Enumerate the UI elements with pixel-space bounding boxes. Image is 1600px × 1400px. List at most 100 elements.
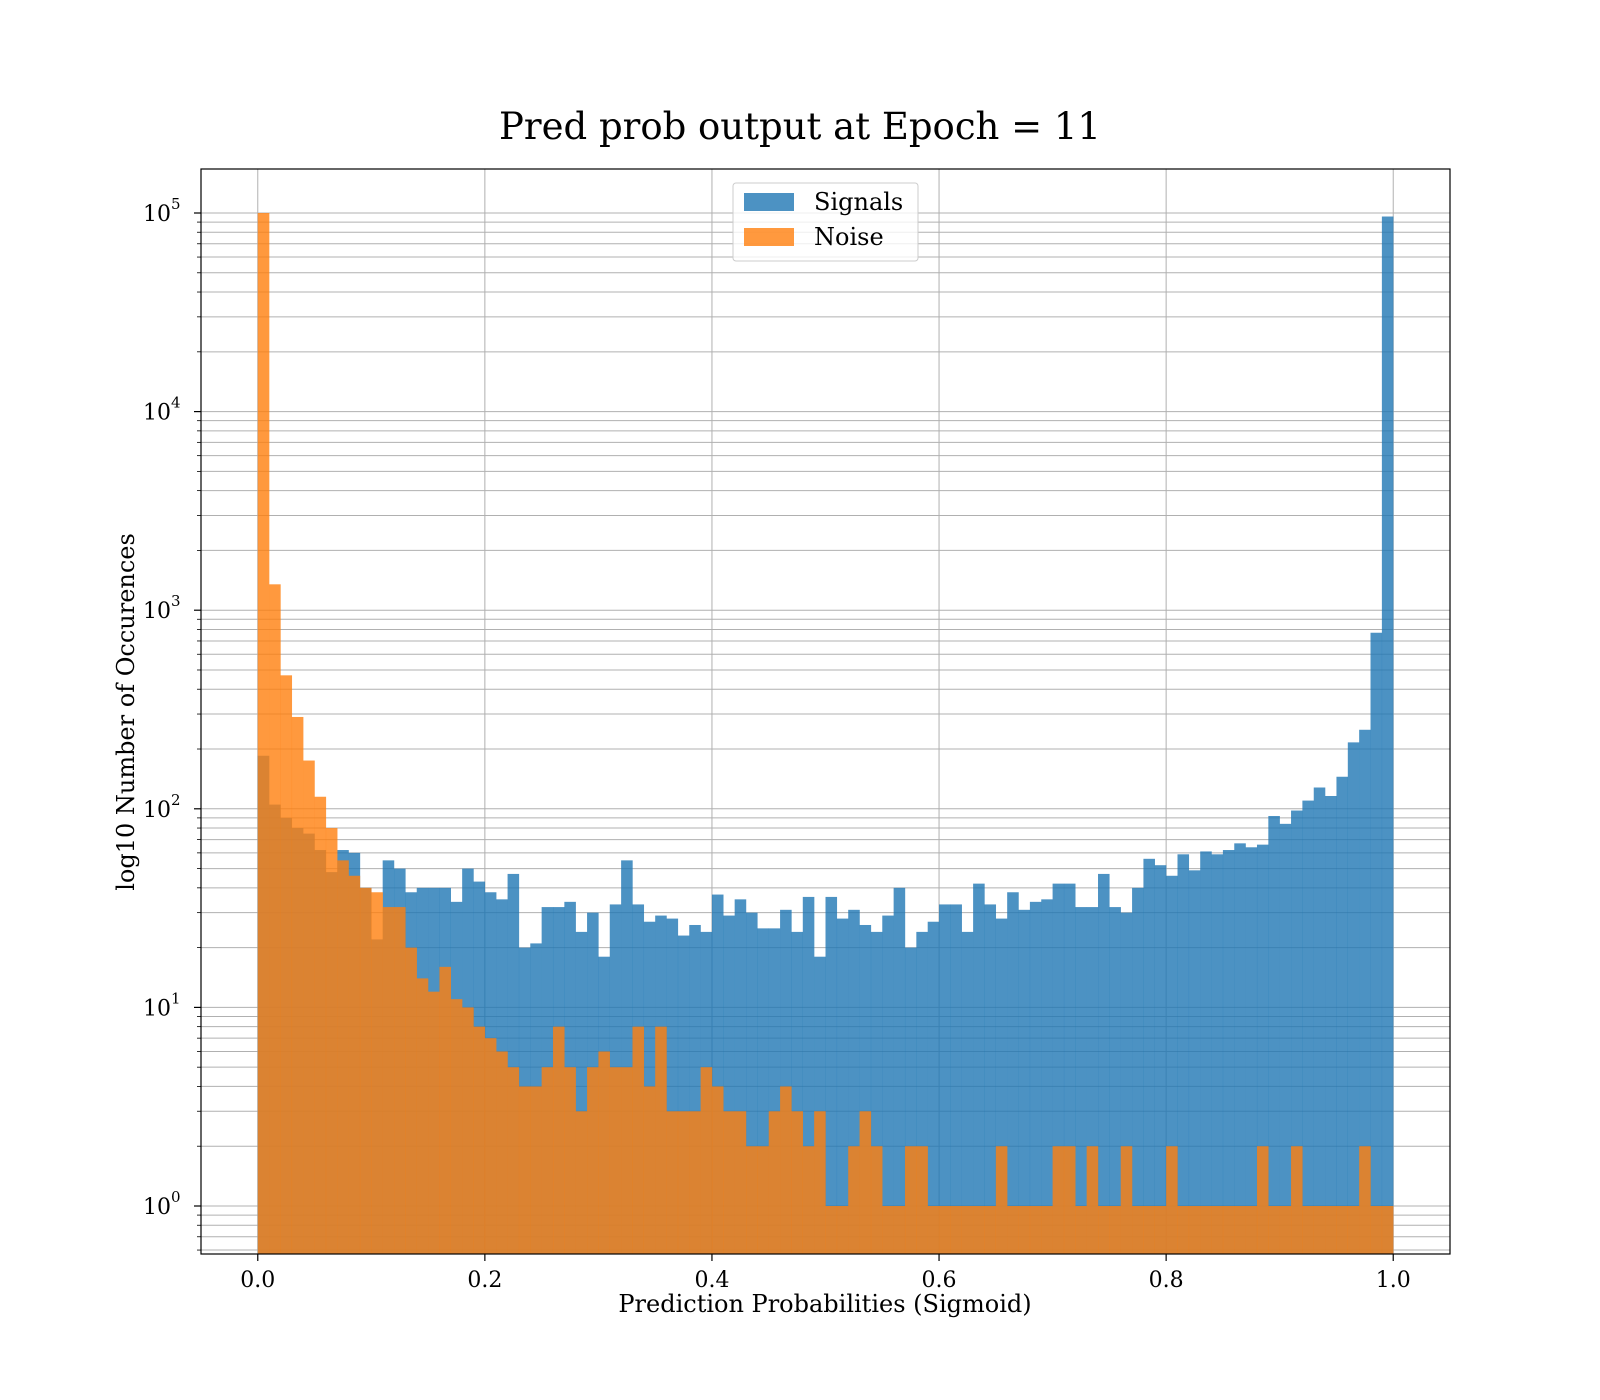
bar-signals bbox=[950, 904, 962, 1254]
bar-signals bbox=[723, 915, 735, 1254]
y-tick-exponent: 0 bbox=[171, 1188, 181, 1206]
bar-noise bbox=[939, 1206, 951, 1254]
bar-signals bbox=[1245, 847, 1258, 1254]
bar-signals bbox=[1029, 901, 1042, 1254]
bar-noise bbox=[950, 1206, 962, 1254]
bar-signals bbox=[916, 931, 928, 1254]
bar-noise bbox=[1381, 1206, 1394, 1254]
bar-signals bbox=[939, 904, 951, 1254]
bar-signals bbox=[1018, 909, 1031, 1254]
bar-noise bbox=[269, 584, 281, 1254]
bar-noise bbox=[359, 887, 372, 1254]
y-tick-label: 10 bbox=[143, 1195, 171, 1220]
bar-signals bbox=[621, 860, 633, 1254]
bar-noise bbox=[1313, 1206, 1326, 1254]
bar-signals bbox=[1222, 850, 1235, 1254]
bar-noise bbox=[1041, 1206, 1053, 1254]
bar-noise bbox=[428, 991, 440, 1254]
bar-signals bbox=[666, 918, 679, 1254]
bar-noise bbox=[325, 828, 338, 1254]
bar-noise bbox=[1188, 1206, 1201, 1254]
bar-signals bbox=[507, 873, 520, 1254]
bar-noise bbox=[916, 1146, 928, 1254]
bar-noise bbox=[564, 1067, 576, 1254]
bar-noise bbox=[768, 1111, 781, 1254]
bar-noise bbox=[1029, 1206, 1042, 1254]
bar-signals bbox=[961, 931, 974, 1254]
bar-noise bbox=[825, 1206, 838, 1254]
bar-noise bbox=[552, 1026, 565, 1254]
bar-signals bbox=[734, 899, 747, 1254]
bar-noise bbox=[303, 760, 315, 1254]
bar-noise bbox=[1143, 1206, 1155, 1254]
bar-signals bbox=[575, 931, 588, 1254]
bar-signals bbox=[1279, 823, 1292, 1254]
bar-noise bbox=[1052, 1146, 1065, 1254]
bar-signals bbox=[1325, 795, 1337, 1254]
bar-noise bbox=[394, 907, 406, 1254]
bar-noise bbox=[961, 1206, 974, 1254]
bar-noise bbox=[416, 978, 429, 1254]
bar-signals bbox=[904, 947, 917, 1254]
bar-signals bbox=[1313, 787, 1326, 1254]
bar-signals bbox=[1200, 851, 1212, 1254]
bar-noise bbox=[1075, 1206, 1087, 1254]
bar-noise bbox=[1279, 1206, 1292, 1254]
bar-signals bbox=[1007, 892, 1019, 1254]
bar-signals bbox=[1234, 843, 1246, 1254]
bar-noise bbox=[1302, 1206, 1314, 1254]
bar-signals bbox=[1359, 729, 1371, 1254]
bar-signals bbox=[836, 918, 849, 1254]
bar-signals bbox=[1302, 800, 1314, 1254]
bar-noise bbox=[291, 716, 304, 1254]
bar-noise bbox=[973, 1206, 985, 1254]
bar-noise bbox=[689, 1111, 701, 1254]
bar-noise bbox=[836, 1206, 849, 1254]
bar-noise bbox=[711, 1086, 724, 1254]
bar-signals bbox=[825, 896, 838, 1254]
bar-noise bbox=[257, 213, 270, 1254]
bar-signals bbox=[859, 924, 872, 1254]
bar-noise bbox=[1256, 1146, 1269, 1254]
bar-noise bbox=[1018, 1206, 1031, 1254]
bar-noise bbox=[870, 1146, 883, 1254]
bar-signals bbox=[1052, 883, 1065, 1254]
bar-noise bbox=[484, 1038, 497, 1254]
bar-signals bbox=[746, 912, 758, 1254]
bar-noise bbox=[1291, 1146, 1303, 1254]
bar-noise bbox=[859, 1111, 872, 1254]
bar-noise bbox=[734, 1111, 747, 1254]
bar-signals bbox=[1177, 854, 1190, 1254]
bar-signals bbox=[814, 956, 826, 1254]
bar-signals bbox=[1370, 632, 1383, 1254]
bar-noise bbox=[496, 1051, 508, 1254]
bar-noise bbox=[1109, 1206, 1121, 1254]
bar-noise bbox=[1359, 1146, 1371, 1254]
bar-noise bbox=[791, 1111, 803, 1254]
bar-noise bbox=[848, 1146, 860, 1254]
bar-noise bbox=[1007, 1206, 1019, 1254]
bar-signals bbox=[768, 928, 781, 1254]
bar-noise bbox=[643, 1086, 656, 1254]
bar-signals bbox=[1188, 870, 1201, 1254]
bar-noise bbox=[280, 675, 293, 1254]
bar-noise bbox=[757, 1146, 769, 1254]
y-axis-label: log10 Number of Occurences bbox=[112, 533, 140, 891]
bar-noise bbox=[677, 1111, 690, 1254]
bar-signals bbox=[1291, 810, 1303, 1254]
bar-noise bbox=[984, 1206, 997, 1254]
bar-signals bbox=[1098, 873, 1110, 1254]
bar-noise bbox=[1086, 1146, 1099, 1254]
bar-signals bbox=[689, 924, 701, 1254]
bar-signals bbox=[1381, 216, 1394, 1254]
bar-noise bbox=[314, 796, 327, 1254]
bar-noise bbox=[1370, 1206, 1383, 1254]
bar-noise bbox=[337, 860, 349, 1254]
x-tick-label: 0.6 bbox=[922, 1268, 957, 1293]
y-tick-exponent: 4 bbox=[171, 394, 181, 412]
bar-noise bbox=[1177, 1206, 1190, 1254]
bar-noise bbox=[904, 1146, 917, 1254]
bar-signals bbox=[882, 915, 894, 1254]
bar-noise bbox=[439, 966, 451, 1254]
